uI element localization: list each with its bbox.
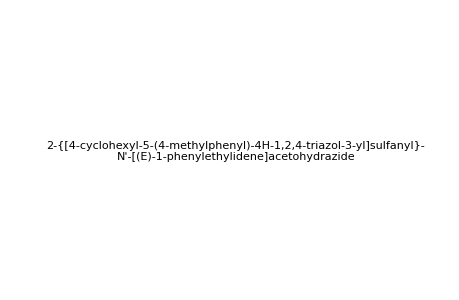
Text: 2-{[4-cyclohexyl-5-(4-methylphenyl)-4H-1,2,4-triazol-3-yl]sulfanyl}-
N'-[(E)-1-p: 2-{[4-cyclohexyl-5-(4-methylphenyl)-4H-1… [46, 141, 424, 162]
